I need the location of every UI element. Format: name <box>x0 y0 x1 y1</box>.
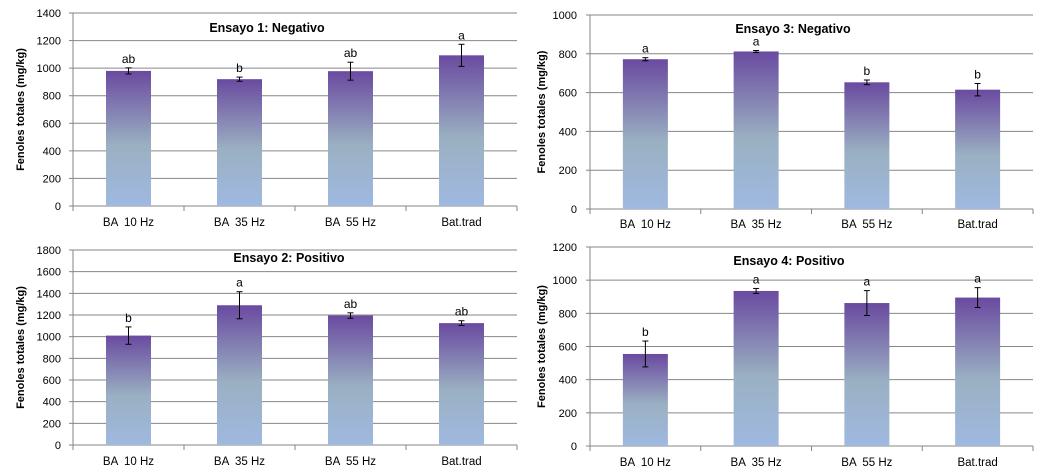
bar <box>217 79 262 206</box>
significance-label: b <box>864 64 871 78</box>
y-tick-label: 1000 <box>553 275 577 287</box>
significance-label: ab <box>344 297 358 311</box>
significance-label: a <box>753 35 760 49</box>
y-tick-label: 0 <box>55 440 61 452</box>
y-tick-label: 800 <box>559 308 577 320</box>
significance-label: a <box>642 42 649 56</box>
y-tick-label: 1200 <box>37 310 61 322</box>
bar <box>844 303 890 446</box>
category-label: BA 55 Hz <box>841 219 892 231</box>
y-tick-label: 600 <box>43 118 61 130</box>
y-tick-label: 800 <box>43 91 61 103</box>
bar <box>955 89 1001 209</box>
bar <box>328 71 373 206</box>
significance-label: ab <box>122 52 136 66</box>
significance-label: a <box>864 275 871 289</box>
significance-label: a <box>236 276 243 290</box>
y-tick-label: 1000 <box>37 332 61 344</box>
y-tick-label: 0 <box>55 201 61 213</box>
y-tick-label: 1400 <box>37 288 61 300</box>
y-axis-label: Fenoles totales (mg/kg) <box>536 50 548 173</box>
category-label: BA 35 Hz <box>214 217 265 229</box>
y-tick-label: 400 <box>43 397 61 409</box>
significance-label: a <box>974 272 981 286</box>
chart-title: Ensayo 1: Negativo <box>209 21 325 35</box>
y-tick-label: 200 <box>559 408 577 420</box>
bar <box>733 290 779 446</box>
y-tick-label: 1400 <box>37 8 61 20</box>
category-label: BA 55 Hz <box>325 456 376 468</box>
significance-label: a <box>753 272 760 286</box>
significance-label: ab <box>455 305 469 319</box>
bar <box>217 305 262 445</box>
category-label: BA 10 Hz <box>620 457 671 469</box>
y-tick-label: 400 <box>559 126 577 138</box>
bar <box>622 353 668 446</box>
y-tick-label: 600 <box>559 342 577 354</box>
y-axis-label: Fenoles totales (mg/kg) <box>15 286 27 409</box>
chart-title: Ensayo 4: Positivo <box>733 254 845 268</box>
y-tick-label: 1200 <box>553 242 577 254</box>
y-tick-label: 1000 <box>37 63 61 75</box>
category-label: BA 10 Hz <box>103 217 154 229</box>
category-label: Bat.trad <box>441 217 481 229</box>
y-axis-label: Fenoles totales (mg/kg) <box>536 285 548 408</box>
category-label: BA 35 Hz <box>731 457 782 469</box>
category-label: BA 10 Hz <box>620 219 671 231</box>
category-label: Bat.trad <box>441 456 481 468</box>
y-tick-label: 0 <box>571 441 577 453</box>
y-tick-label: 400 <box>43 146 61 158</box>
chart-title: Ensayo 3: Negativo <box>735 22 851 36</box>
y-tick-label: 600 <box>559 88 577 100</box>
category-label: BA 55 Hz <box>841 457 892 469</box>
y-tick-label: 200 <box>43 418 61 430</box>
y-tick-label: 1800 <box>37 245 61 257</box>
y-tick-label: 600 <box>43 375 61 387</box>
y-axis-label: Fenoles totales (mg/kg) <box>15 48 27 171</box>
category-label: BA 35 Hz <box>731 219 782 231</box>
y-tick-label: 1600 <box>37 267 61 279</box>
y-tick-label: 1200 <box>37 36 61 48</box>
category-label: Bat.trad <box>957 219 997 231</box>
bar <box>622 59 668 210</box>
category-label: Bat.trad <box>957 457 997 469</box>
category-label: BA 35 Hz <box>214 456 265 468</box>
chart-title: Ensayo 2: Positivo <box>233 251 345 265</box>
significance-label: b <box>236 61 243 75</box>
significance-label: a <box>458 28 465 42</box>
y-tick-label: 200 <box>43 173 61 185</box>
y-tick-label: 200 <box>559 165 577 177</box>
bar <box>733 51 779 209</box>
bar <box>439 323 484 445</box>
bar <box>328 315 373 445</box>
category-label: BA 10 Hz <box>103 456 154 468</box>
significance-label: b <box>974 67 981 81</box>
significance-label: ab <box>344 46 358 60</box>
significance-label: b <box>642 325 649 339</box>
y-tick-label: 1000 <box>553 10 577 22</box>
significance-label: b <box>125 311 132 325</box>
bar <box>106 335 151 445</box>
bar <box>844 82 890 209</box>
y-tick-label: 800 <box>559 49 577 61</box>
y-tick-label: 0 <box>571 204 577 216</box>
category-label: BA 55 Hz <box>325 217 376 229</box>
bar <box>106 70 151 207</box>
bar <box>439 55 484 206</box>
y-tick-label: 800 <box>43 353 61 365</box>
y-tick-label: 400 <box>559 375 577 387</box>
bar <box>955 297 1001 446</box>
